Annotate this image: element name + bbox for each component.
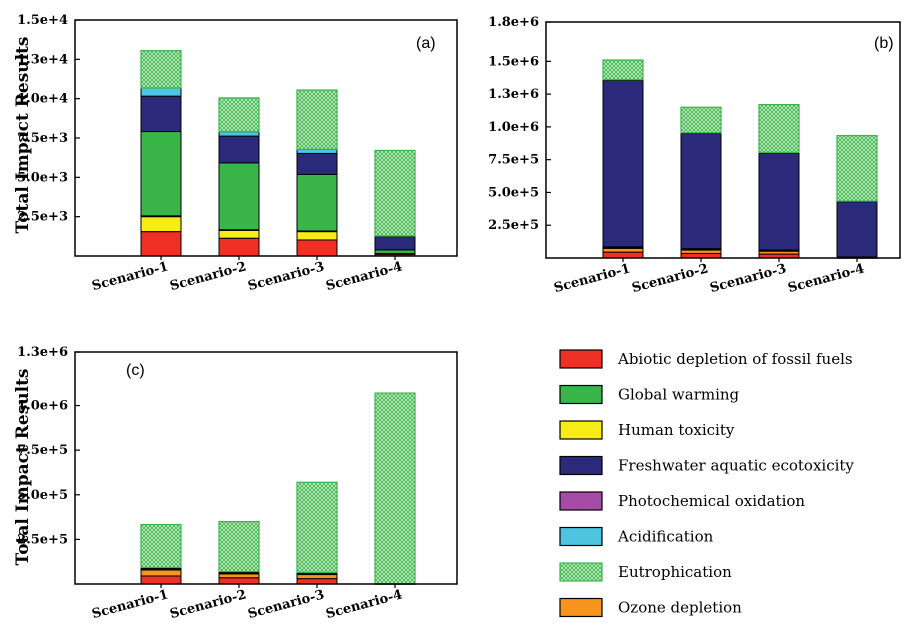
y-axis-label: Total Impact Results xyxy=(13,368,33,565)
legend-label: Ozone depletion xyxy=(618,599,742,617)
bar-segment xyxy=(296,89,338,150)
y-tick-label: 1.3e+6 xyxy=(17,345,68,360)
bar-segment xyxy=(374,235,416,251)
y-tick-label: 7.5e+5 xyxy=(488,153,539,168)
bar-segment xyxy=(296,239,338,257)
x-tick-label: Scenario-2 xyxy=(168,259,248,294)
bar-segment xyxy=(218,135,260,164)
legend-swatch xyxy=(559,562,603,582)
chart-panel-a: Total Impact Results (a) 2.5e+3 5.0e+3 7.5… xyxy=(13,13,458,294)
bar-segment xyxy=(374,249,416,254)
legend-swatch xyxy=(559,597,603,618)
bar-segment xyxy=(296,173,338,232)
bar-segment xyxy=(140,569,182,577)
bar-segment xyxy=(140,575,182,585)
legend-label: Acidification xyxy=(617,528,714,546)
bar-segment xyxy=(218,131,260,137)
bar-segment xyxy=(680,132,722,250)
x-tick-label: Scenario-3 xyxy=(246,259,326,294)
legend-label: Freshwater aquatic ecotoxicity xyxy=(618,457,854,475)
bar-segment xyxy=(218,577,260,585)
chart-panel-c: Total Impact Results (c) 2.5e+5 5.0e+5 7.5… xyxy=(13,345,458,622)
bar-segment xyxy=(602,79,644,248)
legend: Abiotic depletion of fossil fuels Global … xyxy=(559,349,854,618)
x-tick-label: Scenario-2 xyxy=(168,587,248,622)
bar-segment xyxy=(602,251,644,259)
panel-label: (b) xyxy=(874,35,894,52)
bar-segment xyxy=(140,216,182,233)
bar-segment xyxy=(218,237,260,257)
bar-segment xyxy=(296,152,338,175)
y-tick-label: 5.0e+5 xyxy=(488,185,539,200)
y-axis-label: Total Impact Results xyxy=(13,36,33,233)
y-tick-label: 5.0e+5 xyxy=(17,488,68,503)
bar-segment xyxy=(296,148,338,154)
x-tick-label: Scenario-1 xyxy=(90,259,170,294)
y-tick-label: 2.5e+5 xyxy=(488,218,539,233)
y-tick-label: 1.0e+6 xyxy=(488,120,539,135)
bar-segment xyxy=(602,59,644,81)
legend-label: Global warming xyxy=(618,386,740,404)
legend-swatch xyxy=(559,420,603,440)
bar-segment xyxy=(140,87,182,97)
bar-segment xyxy=(140,523,182,569)
legend-label: Eutrophication xyxy=(618,563,732,581)
x-tick-label: Scenario-4 xyxy=(324,587,404,622)
legend-label: Human toxicity xyxy=(618,421,735,439)
bar-segment xyxy=(140,95,182,133)
bar-segment xyxy=(218,520,260,573)
bar-segment xyxy=(680,106,722,134)
x-tick-label: Scenario-3 xyxy=(246,587,326,622)
y-tick-label: 1.3e+6 xyxy=(488,87,539,102)
y-tick-label: 2.5e+3 xyxy=(17,210,68,225)
bar-segment xyxy=(140,231,182,257)
y-tick-label: 1.0e+6 xyxy=(17,399,68,414)
x-tick-label: Scenario-1 xyxy=(90,587,170,622)
legend-swatch xyxy=(559,349,603,369)
bar-segment xyxy=(836,134,878,202)
y-tick-label: 1.5e+4 xyxy=(17,13,68,28)
plot-frame xyxy=(74,19,458,257)
x-tick-label: Scenario-3 xyxy=(708,261,788,296)
bar-segment xyxy=(296,481,338,573)
chart-panel-b: (b) 2.5e+5 5.0e+5 7.5e+5 1.0e+6 1.3e+6 1.5e+6… xyxy=(488,15,901,296)
bar-segment xyxy=(140,131,182,217)
bar-segment xyxy=(296,231,338,241)
y-tick-label: 1.5e+6 xyxy=(488,54,539,69)
x-tick-label: Scenario-4 xyxy=(324,259,404,294)
bar-segment xyxy=(296,578,338,585)
legend-swatch xyxy=(559,384,603,405)
bar-segment xyxy=(836,200,878,258)
x-tick-label: Scenario-2 xyxy=(630,261,710,296)
legend-swatch xyxy=(559,491,603,511)
legend-swatch xyxy=(559,526,603,547)
x-tick-label: Scenario-4 xyxy=(786,261,866,296)
legend-label: Photochemical oxidation xyxy=(618,492,805,510)
bar-segment xyxy=(374,392,416,585)
y-tick-label: 7.5e+5 xyxy=(17,443,68,458)
panel-label: (c) xyxy=(126,362,145,379)
y-tick-label: 7.5e+3 xyxy=(17,131,68,146)
bar-segment xyxy=(758,103,800,154)
bar-segment xyxy=(218,229,260,239)
bar-segment xyxy=(218,162,260,231)
bar-segment xyxy=(140,50,182,89)
plot-frame xyxy=(74,351,458,585)
y-tick-label: 1.0e+4 xyxy=(17,92,68,107)
legend-swatch xyxy=(559,455,603,476)
panel-label: (a) xyxy=(416,35,436,52)
bar-segment xyxy=(374,149,416,237)
y-tick-label: 1.3e+4 xyxy=(17,52,68,67)
bar-segment xyxy=(758,152,800,251)
plot-frame xyxy=(545,21,901,259)
legend-label: Abiotic depletion of fossil fuels xyxy=(617,350,853,368)
y-tick-label: 5.0e+3 xyxy=(17,170,68,185)
y-tick-label: 2.5e+5 xyxy=(17,532,68,547)
bar-segment xyxy=(218,97,260,133)
y-tick-label: 1.8e+6 xyxy=(488,15,539,30)
x-tick-label: Scenario-1 xyxy=(552,261,632,296)
